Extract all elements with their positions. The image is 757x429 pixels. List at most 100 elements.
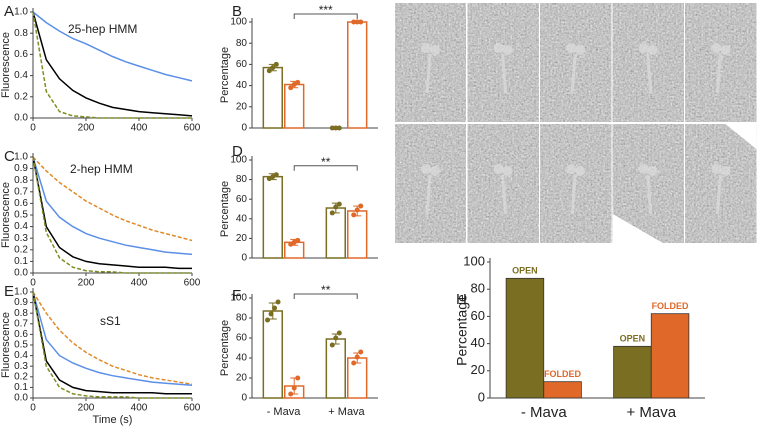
y-tick-label: 0.4: [14, 221, 28, 232]
chart-panel: H 0 20 40 60 80 100 Percentage - Mava + Mava OPEN O…: [454, 253, 705, 421]
y-tick-label: 0.0: [14, 268, 28, 279]
bar-label: FOLDED: [544, 369, 581, 379]
series-line: [32, 291, 192, 399]
y-tick-label: 20: [236, 373, 248, 384]
significance-label: **: [321, 283, 331, 297]
y-tick-label: 0.5: [14, 340, 28, 351]
y-tick-label: 1.0: [14, 287, 28, 298]
data-point: [295, 375, 301, 381]
data-point: [336, 125, 342, 131]
data-point: [358, 203, 364, 209]
chart-panel: F 0 20 40 60 80 100 Percentage - Mava + Mava **: [219, 283, 378, 418]
molecule-tail: [501, 53, 508, 94]
x-tick-label: + Mava: [328, 406, 365, 418]
y-tick-label: 0.0: [14, 113, 28, 124]
curve-label: 2-hep HMM: [70, 162, 133, 176]
y-tick-label: 0.3: [14, 361, 28, 372]
molecule-tail: [425, 53, 432, 94]
x-tick-label: + Mava: [626, 404, 676, 421]
molecule-head: [720, 166, 731, 176]
x-tick-label: 0: [30, 403, 36, 414]
x-tick-label: - Mava: [267, 406, 302, 418]
y-tick-label: 0.6: [14, 49, 28, 60]
y-tick-label: 0.7: [14, 318, 28, 329]
y-tick-label: 40: [236, 80, 248, 91]
x-tick-label: 200: [78, 278, 95, 289]
bar: [262, 175, 283, 259]
y-tick-label: 80: [471, 281, 485, 296]
y-axis-label: Fluorescence: [0, 182, 12, 248]
data-point: [333, 125, 339, 131]
y-tick-label: 80: [236, 174, 248, 185]
y-tick-label: 0.2: [14, 371, 28, 382]
data-point: [270, 65, 276, 71]
curve-label: sS1: [100, 314, 121, 328]
data-point: [329, 125, 335, 131]
data-point: [354, 207, 360, 213]
data-point: [295, 237, 301, 243]
y-axis-label: Percentage: [219, 47, 231, 103]
bar: [262, 66, 283, 129]
x-tick-label: 400: [131, 123, 148, 134]
molecule-tail: [570, 174, 577, 215]
molecule-head: [493, 164, 504, 174]
series-line: [32, 11, 193, 117]
molecule-head: [711, 164, 722, 174]
data-point: [333, 335, 339, 341]
data-point: [351, 360, 357, 366]
y-tick-label: 0.8: [14, 28, 28, 39]
data-point: [273, 172, 279, 178]
y-tick-label: 60: [236, 194, 248, 205]
molecule-tail: [646, 53, 653, 94]
y-tick-label: 60: [471, 308, 485, 323]
y-tick-label: 0.1: [14, 382, 28, 393]
data-point: [336, 201, 342, 207]
molecule-head: [421, 43, 431, 53]
x-tick-label: 600: [184, 403, 201, 414]
panel-letter: D: [232, 143, 243, 160]
y-tick-label: 40: [471, 335, 485, 350]
y-axis-label: Percentage: [219, 320, 231, 376]
data-point: [354, 354, 360, 360]
data-point: [275, 299, 281, 305]
x-tick-label: 0: [30, 278, 36, 289]
y-tick-label: 0.1: [14, 256, 28, 267]
molecule-head: [575, 166, 586, 176]
y-tick-label: 0.6: [14, 329, 28, 340]
y-tick-label: 0.6: [14, 198, 28, 209]
molecule-head: [493, 43, 504, 53]
x-axis-label: Time (s): [93, 414, 133, 426]
molecule-head: [430, 166, 440, 176]
x-tick-label: 0: [30, 123, 36, 134]
molecule-head: [647, 166, 658, 176]
significance-bracket: [293, 293, 358, 299]
molecule-tail: [715, 53, 722, 94]
molecule-tail: [425, 174, 432, 215]
data-point: [329, 210, 335, 216]
y-tick-label: 0.4: [14, 70, 28, 81]
chart-panel: B 0 20 40 60 80 100 Percentage ***: [219, 3, 378, 134]
data-point: [288, 391, 294, 397]
y-axis-label: Fluorescence: [0, 312, 12, 378]
data-point: [354, 19, 360, 25]
y-tick-label: 1.0: [14, 7, 28, 18]
y-tick-label: 80: [236, 38, 248, 49]
y-tick-label: 20: [471, 362, 485, 377]
chart-panel: E 0.00.10.20.30.40.50.60.70.80.91.0 Fluore…: [0, 283, 201, 426]
molecule-tail: [570, 53, 577, 94]
data-point: [351, 212, 357, 218]
cut-corner: [612, 214, 663, 243]
y-tick-label: 0.9: [14, 297, 28, 308]
data-point: [329, 342, 335, 348]
chart-panel: A 0.0 0.2 0.4 0.6 0.8 1.0 Fluorescence 0 200 400 60…: [0, 3, 201, 134]
bar: [325, 338, 346, 399]
data-point: [333, 204, 339, 210]
bar-label: OPEN: [620, 334, 646, 344]
x-tick-label: 200: [78, 403, 95, 414]
y-tick-label: 100: [463, 253, 485, 268]
molecule-head: [430, 45, 440, 55]
data-point: [268, 311, 274, 317]
molecule-head: [502, 166, 513, 176]
y-tick-label: 0.2: [14, 91, 28, 102]
bar-label: FOLDED: [652, 301, 689, 311]
